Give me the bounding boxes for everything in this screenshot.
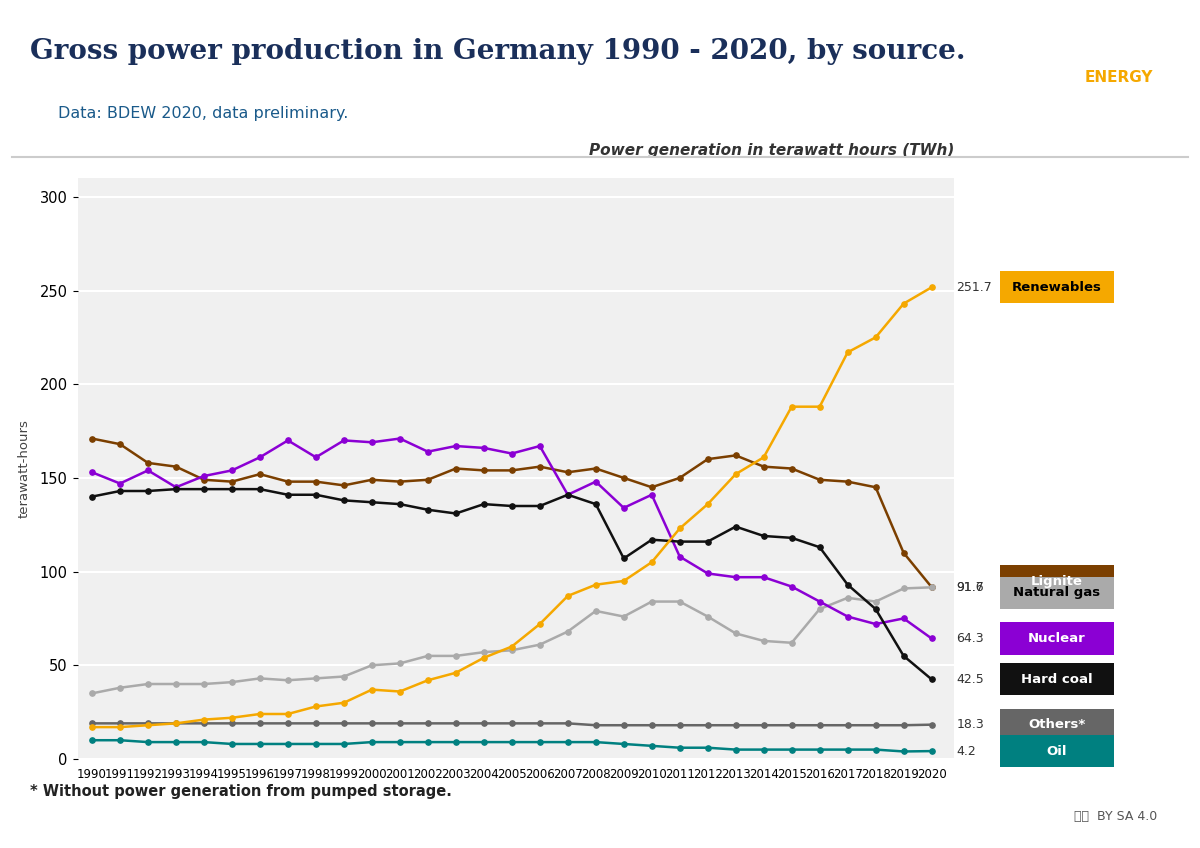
Text: ENERGY: ENERGY [1084,70,1153,85]
Text: Natural gas: Natural gas [1013,587,1100,600]
Text: Hard coal: Hard coal [1021,672,1092,686]
Text: Lignite: Lignite [1031,575,1082,588]
Text: 91.7: 91.7 [956,581,984,594]
Text: CLEAN: CLEAN [1091,35,1146,49]
Text: 91.6: 91.6 [956,581,984,594]
Text: Renewables: Renewables [1012,281,1102,293]
Text: Data: BDEW 2020, data preliminary.: Data: BDEW 2020, data preliminary. [58,106,348,121]
Text: Oil: Oil [1046,745,1067,757]
Text: 64.3: 64.3 [956,632,984,645]
Text: 18.3: 18.3 [956,718,984,731]
Text: WIRE: WIRE [1096,105,1141,120]
Text: Power generation in terawatt hours (TWh): Power generation in terawatt hours (TWh) [589,142,954,158]
Text: 4.2: 4.2 [956,745,976,757]
Text: Gross power production in Germany 1990 - 2020, by source.: Gross power production in Germany 1990 -… [30,38,966,65]
Text: 251.7: 251.7 [956,281,992,293]
Text: Nuclear: Nuclear [1027,632,1086,645]
Text: * Without power generation from pumped storage.: * Without power generation from pumped s… [30,784,452,799]
Text: 42.5: 42.5 [956,672,984,686]
Text: ⒸⒸ  BY SA 4.0: ⒸⒸ BY SA 4.0 [1074,810,1157,823]
Text: Others*: Others* [1028,718,1085,731]
Y-axis label: terawatt-hours: terawatt-hours [18,419,31,518]
